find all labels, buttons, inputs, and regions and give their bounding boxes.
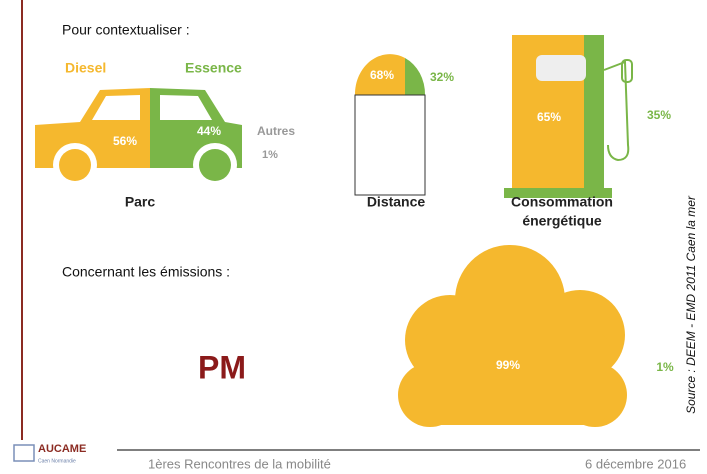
- pm-essence: 1%: [656, 360, 674, 374]
- context-title: Pour contextualiser :: [62, 22, 190, 38]
- pollutant: PM: [198, 349, 246, 385]
- conso-diesel: 65%: [537, 110, 561, 124]
- distance-caption: Distance: [367, 194, 426, 210]
- footer-event: 1ères Rencontres de la mobilité: [148, 456, 331, 471]
- distance-diesel: 68%: [370, 68, 394, 82]
- logo-text: AUCAME: [38, 443, 86, 455]
- essence-label: Essence: [185, 60, 242, 76]
- distance-essence: 32%: [430, 70, 454, 84]
- logo-sub: Caen Normandie: [38, 458, 76, 464]
- distance-graphic: [354, 54, 426, 196]
- parc-diesel: 56%: [113, 134, 137, 148]
- parc-essence: 44%: [197, 124, 221, 138]
- parc-autres: 1%: [262, 149, 278, 161]
- pm-diesel: 99%: [496, 358, 520, 372]
- logo-icon: [13, 444, 35, 462]
- pump-graphic: [504, 35, 633, 198]
- parc-caption: Parc: [125, 194, 156, 210]
- emissions-title: Concernant les émissions :: [62, 264, 230, 280]
- conso-caption-2: énergétique: [522, 213, 602, 229]
- source: Source : DEEM - EMD 2011 Caen la mer: [684, 195, 698, 414]
- cloud-graphic: [398, 245, 627, 427]
- autres-label: Autres: [257, 124, 295, 138]
- car-graphic: [35, 88, 242, 187]
- footer-date: 6 décembre 2016: [585, 456, 686, 471]
- diesel-label: Diesel: [65, 60, 106, 76]
- conso-caption-1: Consommation: [511, 194, 613, 210]
- conso-essence: 35%: [647, 108, 671, 122]
